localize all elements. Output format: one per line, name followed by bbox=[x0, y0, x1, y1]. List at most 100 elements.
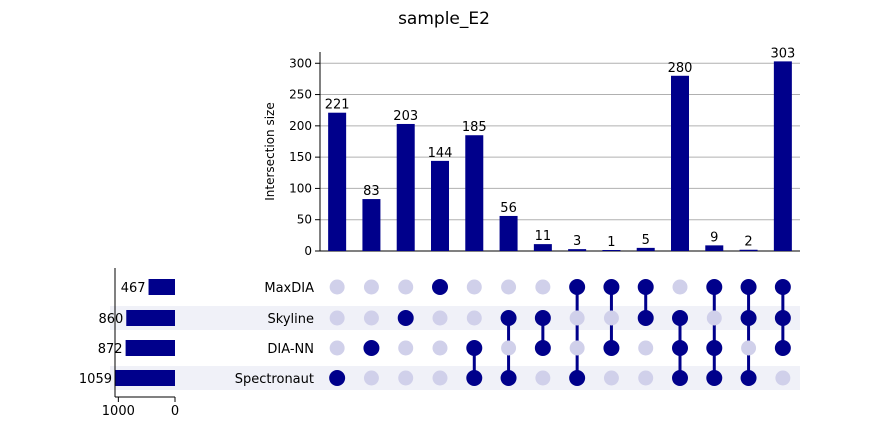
matrix-dot-active bbox=[397, 310, 414, 326]
intersection-bar-label: 1 bbox=[607, 235, 615, 250]
matrix-dot-active bbox=[774, 310, 791, 326]
matrix-dot-inactive bbox=[638, 340, 654, 356]
matrix-dot-inactive bbox=[398, 279, 414, 295]
y-tick-label: 0 bbox=[304, 244, 312, 258]
matrix-dot-active bbox=[672, 370, 688, 386]
matrix-dot-inactive bbox=[466, 279, 482, 295]
set-size-tick-label: 0 bbox=[171, 404, 179, 419]
matrix-dot-inactive bbox=[363, 370, 379, 386]
set-name-maxdia: MaxDIA bbox=[264, 281, 314, 296]
intersection-bar-label: 144 bbox=[428, 146, 453, 161]
matrix-dot-active bbox=[466, 370, 483, 386]
intersection-bar bbox=[499, 215, 518, 251]
intersection-bar-label: 303 bbox=[770, 46, 795, 61]
matrix-dot-active bbox=[500, 370, 517, 386]
set-name-spectronaut: Spectronaut bbox=[235, 372, 314, 387]
membership-matrix bbox=[329, 279, 791, 386]
matrix-dot-active bbox=[637, 310, 654, 326]
matrix-dot-inactive bbox=[432, 310, 448, 326]
set-size-bar bbox=[115, 370, 175, 386]
intersection-bar-label: 83 bbox=[363, 184, 380, 199]
matrix-dot-inactive bbox=[329, 340, 345, 356]
matrix-dot-inactive bbox=[775, 370, 791, 386]
intersection-bar-label: 56 bbox=[500, 201, 517, 216]
y-tick-label: 200 bbox=[289, 119, 312, 133]
set-size-bar bbox=[126, 310, 175, 326]
matrix-dot-inactive bbox=[363, 310, 379, 326]
matrix-dot-active bbox=[774, 340, 791, 356]
matrix-stripes bbox=[110, 306, 800, 390]
intersection-bar bbox=[328, 112, 347, 251]
matrix-dot-active bbox=[706, 279, 723, 295]
matrix-dot-active bbox=[500, 310, 517, 326]
matrix-stripe-skyline bbox=[110, 306, 800, 330]
matrix-dot-active bbox=[740, 370, 757, 386]
matrix-dot-active bbox=[466, 340, 483, 356]
matrix-stripe-spectronaut bbox=[110, 366, 800, 390]
y-tick-label: 300 bbox=[289, 56, 312, 70]
intersection-bar bbox=[602, 250, 621, 251]
intersection-bar-label: 280 bbox=[668, 61, 693, 76]
matrix-dot-active bbox=[603, 340, 620, 356]
intersection-bar bbox=[396, 123, 415, 251]
matrix-dot-inactive bbox=[603, 370, 619, 386]
set-size-label: 860 bbox=[98, 312, 123, 327]
matrix-dot-active bbox=[603, 279, 620, 295]
intersection-bar bbox=[465, 135, 484, 251]
matrix-dot-inactive bbox=[398, 340, 414, 356]
set-name-skyline: Skyline bbox=[268, 312, 314, 327]
matrix-dot-active bbox=[706, 340, 723, 356]
matrix-dot-inactive bbox=[466, 310, 482, 326]
matrix-dot-active bbox=[329, 370, 346, 386]
intersection-bar bbox=[362, 199, 381, 251]
intersection-bar bbox=[705, 245, 724, 251]
y-tick-label: 50 bbox=[297, 213, 312, 227]
intersection-bar-label: 2 bbox=[744, 235, 752, 250]
y-tick-label: 250 bbox=[289, 88, 312, 102]
matrix-dot-inactive bbox=[363, 279, 379, 295]
set-name-dia-nn: DIA-NN bbox=[267, 342, 314, 357]
set-size-bar bbox=[148, 279, 175, 295]
matrix-dot-inactive bbox=[432, 370, 448, 386]
matrix-dot-active bbox=[569, 370, 586, 386]
matrix-dot-inactive bbox=[638, 370, 654, 386]
matrix-dot-active bbox=[740, 279, 757, 295]
matrix-dot-active bbox=[740, 310, 757, 326]
intersection-bar bbox=[636, 247, 655, 251]
set-size-bars: 467 860 872 1059 bbox=[79, 279, 175, 387]
matrix-dot-inactive bbox=[706, 310, 722, 326]
intersection-bar-label: 9 bbox=[710, 230, 718, 245]
matrix-dot-inactive bbox=[603, 310, 619, 326]
matrix-dot-active bbox=[534, 340, 551, 356]
y-gridlines bbox=[320, 62, 800, 252]
matrix-dot-active bbox=[672, 340, 688, 356]
matrix-dot-active bbox=[432, 279, 448, 295]
matrix-dot-active bbox=[672, 310, 688, 326]
matrix-dot-inactive bbox=[672, 279, 688, 295]
set-names: MaxDIA Skyline DIA-NN Spectronaut bbox=[235, 281, 314, 387]
intersection-bar bbox=[671, 75, 689, 251]
intersection-bar bbox=[773, 61, 792, 251]
y-tick-label: 100 bbox=[289, 181, 312, 195]
matrix-dot-active bbox=[706, 370, 723, 386]
intersection-bar-label: 203 bbox=[393, 109, 418, 124]
matrix-dot-inactive bbox=[398, 370, 414, 386]
intersection-bar bbox=[533, 244, 552, 251]
intersection-bar-label: 11 bbox=[535, 229, 552, 244]
set-size-tick-label: 1000 bbox=[102, 404, 135, 419]
matrix-dot-inactive bbox=[535, 370, 551, 386]
matrix-dot-inactive bbox=[535, 279, 551, 295]
y-tick-label: 150 bbox=[289, 150, 312, 164]
intersection-bars bbox=[328, 61, 792, 251]
intersection-bar-label: 5 bbox=[642, 233, 650, 248]
matrix-dot-active bbox=[363, 340, 380, 356]
set-size-axis: 1000 0 bbox=[102, 268, 179, 419]
set-size-label: 872 bbox=[98, 342, 123, 357]
intersection-bar bbox=[568, 249, 587, 251]
matrix-dot-active bbox=[569, 279, 586, 295]
matrix-dot-inactive bbox=[741, 340, 757, 356]
intersection-bar-label: 185 bbox=[462, 120, 487, 135]
set-size-bar bbox=[125, 340, 175, 356]
matrix-dot-active bbox=[637, 279, 654, 295]
